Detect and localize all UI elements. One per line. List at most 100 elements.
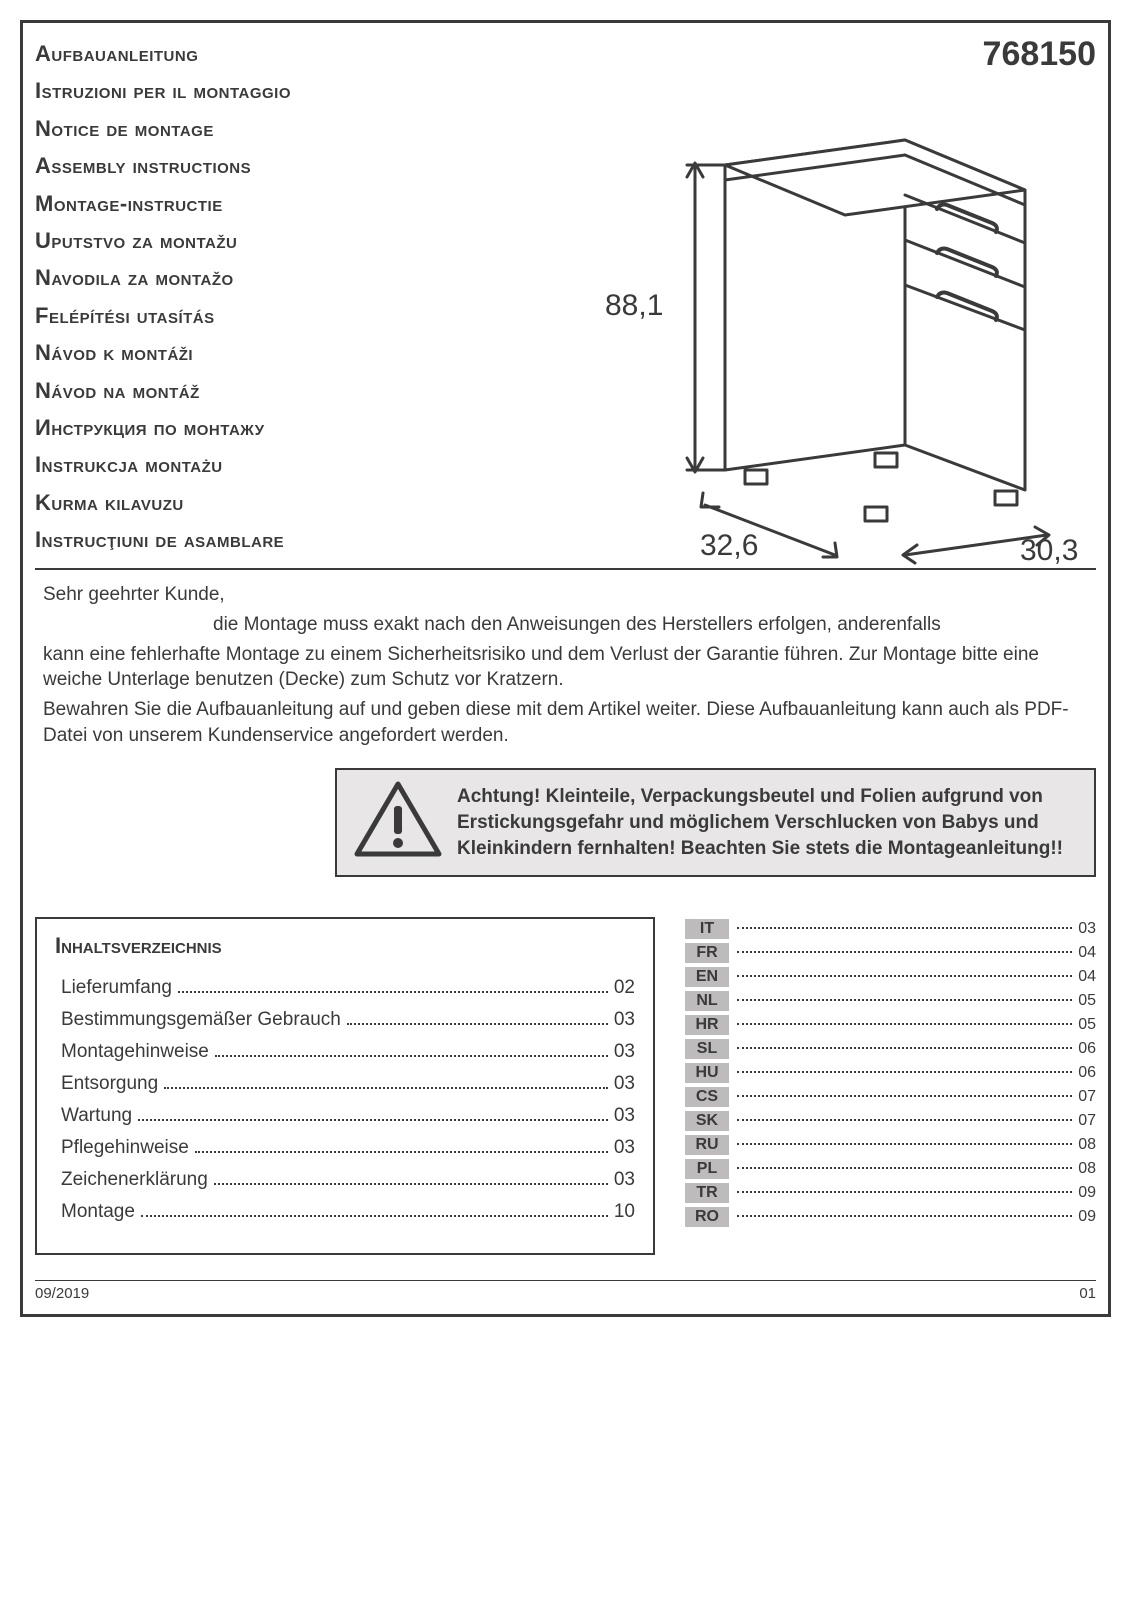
toc-dots <box>164 1087 608 1089</box>
toc-row: Pflegehinweise 03 <box>55 1137 635 1159</box>
title-en: Assembly instructions <box>35 147 455 184</box>
lang-page: 08 <box>1078 1160 1096 1178</box>
lang-page: 09 <box>1078 1184 1096 1202</box>
lang-code: RO <box>685 1207 729 1227</box>
para2: Bewahren Sie die Aufbauanleitung auf und… <box>43 697 1096 748</box>
toc-title: Inhaltsverzeichnis <box>55 933 635 959</box>
lang-dots <box>737 1095 1072 1097</box>
lang-dots <box>737 1119 1072 1121</box>
lang-code: PL <box>685 1159 729 1179</box>
toc-row: Zeichenerklärung 03 <box>55 1169 635 1191</box>
lang-code: CS <box>685 1087 729 1107</box>
lang-row: PL 08 <box>685 1159 1096 1179</box>
toc-label: Entsorgung <box>61 1073 158 1095</box>
lang-dots <box>737 927 1072 929</box>
lang-code: SK <box>685 1111 729 1131</box>
title-de: Aufbauanleitung <box>35 35 455 72</box>
lang-page: 07 <box>1078 1088 1096 1106</box>
lang-dots <box>737 951 1072 953</box>
toc-row: Montage10 <box>55 1201 635 1223</box>
warning-triangle-icon <box>353 780 443 865</box>
warning-text: Achtung! Kleinteile, Verpackungsbeutel u… <box>457 784 1078 861</box>
toc-section: Inhaltsverzeichnis Lieferumfang 02 Bestimm… <box>35 917 1096 1255</box>
lang-code: HR <box>685 1015 729 1035</box>
toc-page: 03 <box>614 1073 635 1095</box>
toc-label: Zeichenerklärung <box>61 1169 208 1191</box>
top-section: Aufbauanleitung Istruzioni per il montag… <box>35 35 1096 570</box>
title-it: Istruzioni per il montaggio <box>35 72 455 109</box>
toc-page: 03 <box>614 1137 635 1159</box>
cabinet-diagram: 88,1 32,6 30,3 <box>475 135 1096 570</box>
title-hu: Felépítési utasítás <box>35 297 455 334</box>
lang-dots <box>737 1071 1072 1073</box>
lang-page: 04 <box>1078 968 1096 986</box>
para1b: kann eine fehlerhafte Montage zu einem S… <box>43 642 1096 693</box>
language-index: IT 03 FR04 EN04 NL05 HR 05 SL06 HU 06 CS 07 SK07 RU08… <box>685 917 1096 1255</box>
intro-paragraphs: Sehr geehrter Kunde, die Montage muss ex… <box>43 582 1096 748</box>
title-ru: Инструкция по монтажу <box>35 409 455 446</box>
title-nl: Montage-instructie <box>35 185 455 222</box>
toc-dots <box>215 1055 608 1057</box>
title-sk: Návod na montáž <box>35 372 455 409</box>
lang-row: HU 06 <box>685 1063 1096 1083</box>
warning-box: Achtung! Kleinteile, Verpackungsbeutel u… <box>335 768 1096 877</box>
lang-page: 04 <box>1078 944 1096 962</box>
lang-row: CS 07 <box>685 1087 1096 1107</box>
toc-row: Montagehinweise03 <box>55 1041 635 1063</box>
toc-dots <box>138 1119 608 1121</box>
toc-label: Bestimmungsgemäßer Gebrauch <box>61 1009 341 1031</box>
lang-code: IT <box>685 919 729 939</box>
title-sl: Navodila za montažo <box>35 259 455 296</box>
page-frame: Aufbauanleitung Istruzioni per il montag… <box>20 20 1111 1317</box>
toc-dots <box>195 1151 608 1153</box>
lang-row: IT 03 <box>685 919 1096 939</box>
toc-page: 03 <box>614 1105 635 1127</box>
toc-row: Bestimmungsgemäßer Gebrauch 03 <box>55 1009 635 1031</box>
titles-column: Aufbauanleitung Istruzioni per il montag… <box>35 35 455 558</box>
lang-code: HU <box>685 1063 729 1083</box>
lang-row: SK07 <box>685 1111 1096 1131</box>
product-number: 768150 <box>983 35 1096 74</box>
lang-row: RU08 <box>685 1135 1096 1155</box>
lang-row: FR04 <box>685 943 1096 963</box>
lang-dots <box>737 1167 1072 1169</box>
toc-page: 03 <box>614 1041 635 1063</box>
lang-code: TR <box>685 1183 729 1203</box>
toc-row: Entsorgung 03 <box>55 1073 635 1095</box>
toc-page: 03 <box>614 1169 635 1191</box>
toc-page: 03 <box>614 1009 635 1031</box>
lang-dots <box>737 1191 1072 1193</box>
lang-dots <box>737 1047 1072 1049</box>
lang-page: 06 <box>1078 1040 1096 1058</box>
toc-dots <box>141 1215 608 1217</box>
lang-row: TR 09 <box>685 1183 1096 1203</box>
lang-dots <box>737 975 1072 977</box>
title-ro: Instrucţiuni de asamblare <box>35 521 455 558</box>
lang-code: NL <box>685 991 729 1011</box>
lang-row: SL06 <box>685 1039 1096 1059</box>
lang-row: EN04 <box>685 967 1096 987</box>
diagram-column: 768150 <box>455 35 1096 558</box>
toc-dots <box>347 1023 608 1025</box>
toc-dots <box>178 991 608 993</box>
lang-dots <box>737 1023 1072 1025</box>
lang-page: 03 <box>1078 920 1096 938</box>
footer-page: 01 <box>1079 1285 1096 1302</box>
toc-row: Wartung03 <box>55 1105 635 1127</box>
lang-page: 05 <box>1078 1016 1096 1034</box>
toc-page: 02 <box>614 977 635 999</box>
para1a: die Montage muss exakt nach den Anweisun… <box>43 612 1096 638</box>
footer-date: 09/2019 <box>35 1285 89 1302</box>
lang-dots <box>737 999 1072 1001</box>
title-pl: Instrukcja montażu <box>35 446 455 483</box>
lang-page: 06 <box>1078 1064 1096 1082</box>
toc-label: Lieferumfang <box>61 977 172 999</box>
dim-height: 88,1 <box>605 289 663 322</box>
greeting: Sehr geehrter Kunde, <box>43 582 1096 608</box>
title-tr: Kurma kilavuzu <box>35 484 455 521</box>
title-hr: Uputstvo za montažu <box>35 222 455 259</box>
lang-row: NL05 <box>685 991 1096 1011</box>
toc-label: Pflegehinweise <box>61 1137 189 1159</box>
footer: 09/2019 01 <box>35 1280 1096 1302</box>
lang-dots <box>737 1143 1072 1145</box>
